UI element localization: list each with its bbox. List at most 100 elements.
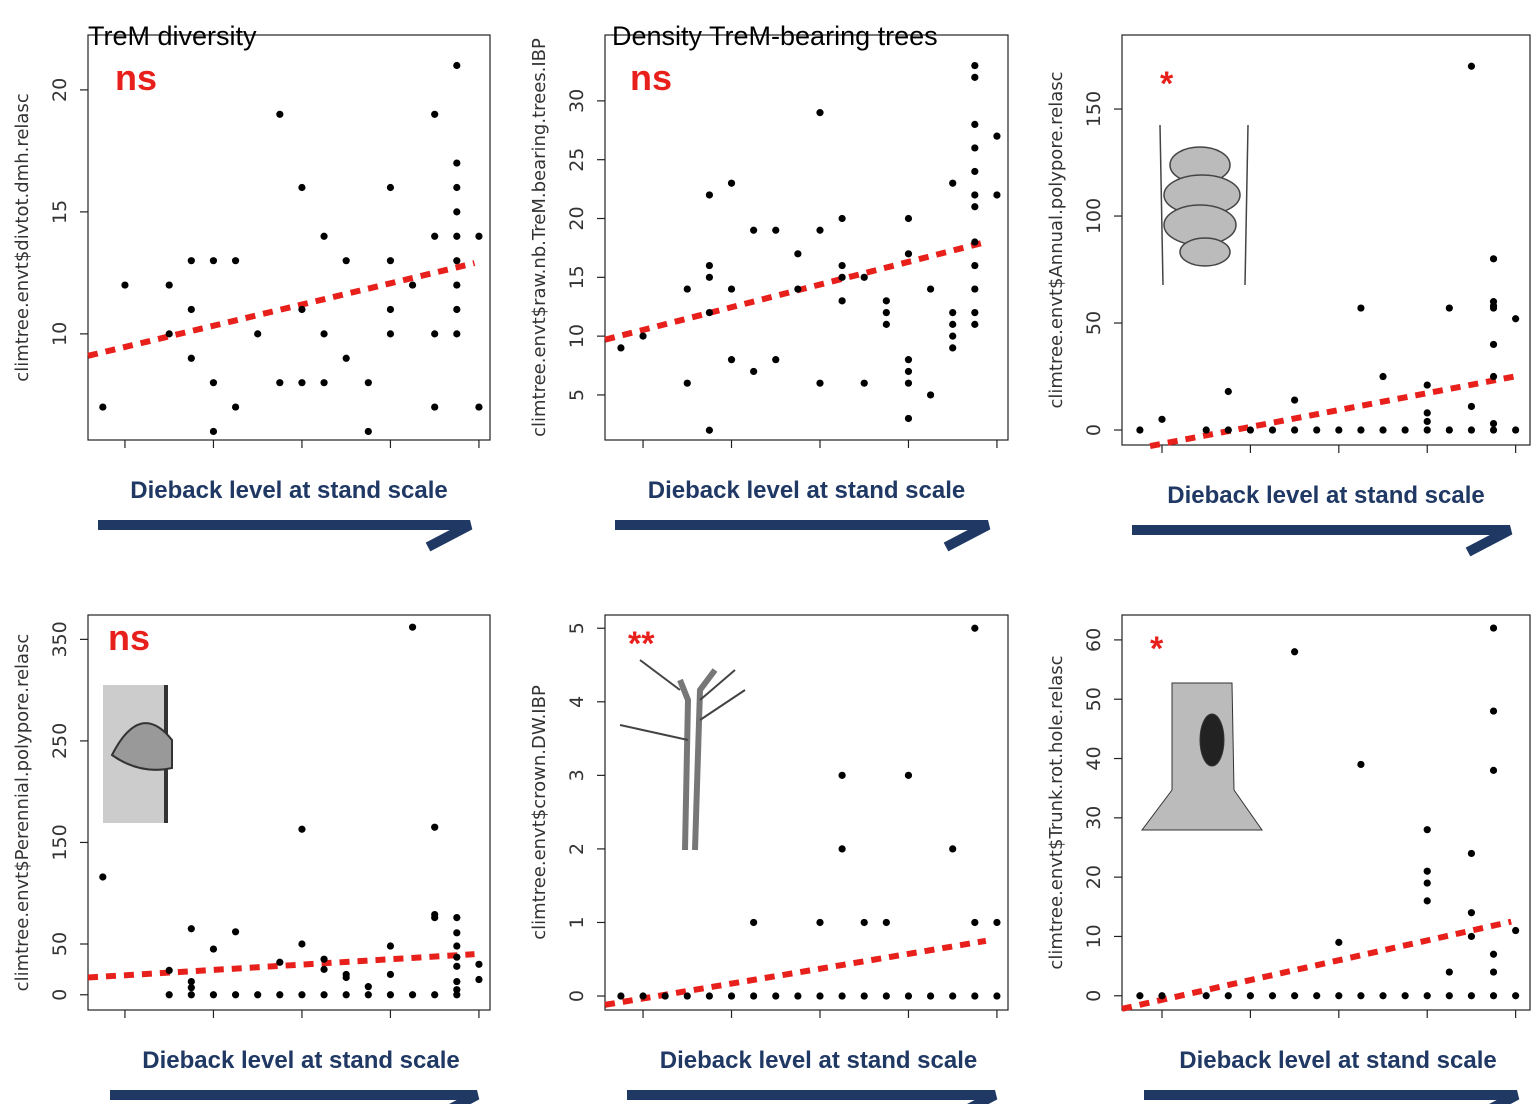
point bbox=[1357, 304, 1365, 312]
point bbox=[187, 305, 195, 314]
point bbox=[1202, 992, 1210, 1000]
point bbox=[705, 261, 713, 270]
point bbox=[408, 991, 417, 999]
point bbox=[1467, 849, 1476, 858]
point bbox=[1445, 426, 1453, 434]
point bbox=[298, 825, 306, 833]
point bbox=[1512, 926, 1520, 935]
point bbox=[187, 925, 195, 933]
point bbox=[971, 320, 979, 328]
point bbox=[342, 257, 350, 265]
y-tick-label: 20 bbox=[49, 78, 71, 102]
panel: 0 50 100 150 climtree.envt$Annual.polypore.r… bbox=[1046, 34, 1531, 557]
plot-frame bbox=[87, 614, 491, 1011]
y-tick-label: 30 bbox=[1083, 806, 1105, 830]
point bbox=[320, 955, 328, 963]
point bbox=[298, 183, 306, 192]
point bbox=[816, 226, 824, 234]
y-axis-label: climtree.envt$Annual.polypore.relasc bbox=[1046, 71, 1067, 408]
point bbox=[1291, 426, 1299, 434]
point bbox=[1246, 426, 1255, 434]
point bbox=[1379, 992, 1387, 1000]
point bbox=[860, 379, 868, 387]
point bbox=[816, 109, 824, 117]
significance: ** bbox=[628, 625, 655, 663]
point bbox=[727, 285, 736, 293]
point bbox=[617, 992, 625, 1000]
point bbox=[750, 367, 758, 376]
point bbox=[949, 309, 957, 317]
point bbox=[231, 928, 240, 936]
point bbox=[882, 309, 890, 317]
point bbox=[431, 991, 439, 999]
y-tick-label: 1 bbox=[566, 916, 588, 928]
point bbox=[1224, 387, 1232, 396]
point bbox=[187, 257, 195, 265]
point bbox=[1291, 648, 1299, 656]
point bbox=[298, 991, 306, 999]
y-tick-label: 15 bbox=[566, 265, 588, 289]
point bbox=[838, 992, 846, 1000]
point bbox=[231, 403, 240, 411]
point bbox=[453, 281, 461, 289]
point bbox=[1202, 426, 1210, 434]
point bbox=[276, 958, 284, 966]
point bbox=[209, 945, 218, 953]
point bbox=[971, 261, 979, 270]
point bbox=[838, 261, 846, 270]
point bbox=[364, 983, 372, 991]
x-axis-label: Dieback level at stand scale bbox=[130, 477, 448, 504]
point bbox=[209, 991, 218, 999]
point bbox=[860, 992, 868, 1000]
point bbox=[165, 281, 173, 289]
point bbox=[298, 305, 306, 314]
point bbox=[231, 991, 240, 999]
y-tick-label: 50 bbox=[1083, 687, 1105, 711]
point bbox=[1357, 426, 1365, 434]
point bbox=[276, 110, 284, 118]
y-tick-label: 150 bbox=[1083, 91, 1105, 127]
point bbox=[1512, 992, 1520, 1000]
point bbox=[1268, 426, 1277, 434]
point bbox=[949, 320, 957, 328]
point bbox=[453, 232, 461, 240]
point bbox=[727, 356, 736, 364]
point bbox=[750, 226, 758, 234]
y-axis-label: climtree.envt$Perennial.polypore.relasc bbox=[12, 634, 33, 992]
point bbox=[1423, 867, 1431, 875]
point bbox=[705, 191, 713, 199]
significance: * bbox=[1150, 630, 1164, 668]
point bbox=[705, 426, 713, 434]
panel: 0 1 2 3 4 5 climtree.envt$crown.DW.IBP ** Diebac… bbox=[529, 614, 1009, 1104]
point bbox=[209, 257, 218, 265]
panel: 0 10 20 30 40 50 60 climtree.envt$Trunk.rot.hol… bbox=[1046, 614, 1531, 1104]
x-axis-label: Dieback level at stand scale bbox=[1179, 1047, 1497, 1074]
point bbox=[971, 992, 979, 1000]
point bbox=[453, 962, 461, 970]
point bbox=[971, 918, 979, 927]
point bbox=[794, 992, 802, 1000]
point bbox=[276, 379, 284, 387]
point bbox=[971, 285, 979, 293]
point bbox=[1489, 624, 1498, 632]
point bbox=[882, 992, 890, 1000]
point bbox=[386, 305, 395, 314]
y-tick-label: 0 bbox=[49, 989, 71, 1001]
point bbox=[1423, 381, 1431, 389]
point bbox=[254, 991, 262, 999]
y-tick-label: 250 bbox=[49, 723, 71, 759]
point bbox=[1423, 879, 1431, 887]
point bbox=[882, 320, 890, 328]
y-tick-label: 20 bbox=[566, 206, 588, 230]
point bbox=[794, 250, 802, 258]
trend-line bbox=[1149, 373, 1516, 450]
point bbox=[639, 332, 647, 340]
point bbox=[1357, 760, 1365, 769]
y-axis-label: climtree.envt$crown.DW.IBP bbox=[529, 685, 550, 940]
point bbox=[1423, 426, 1431, 434]
trend-line bbox=[604, 239, 987, 343]
point bbox=[1357, 992, 1365, 1000]
point bbox=[1158, 415, 1166, 423]
point bbox=[1335, 938, 1343, 946]
